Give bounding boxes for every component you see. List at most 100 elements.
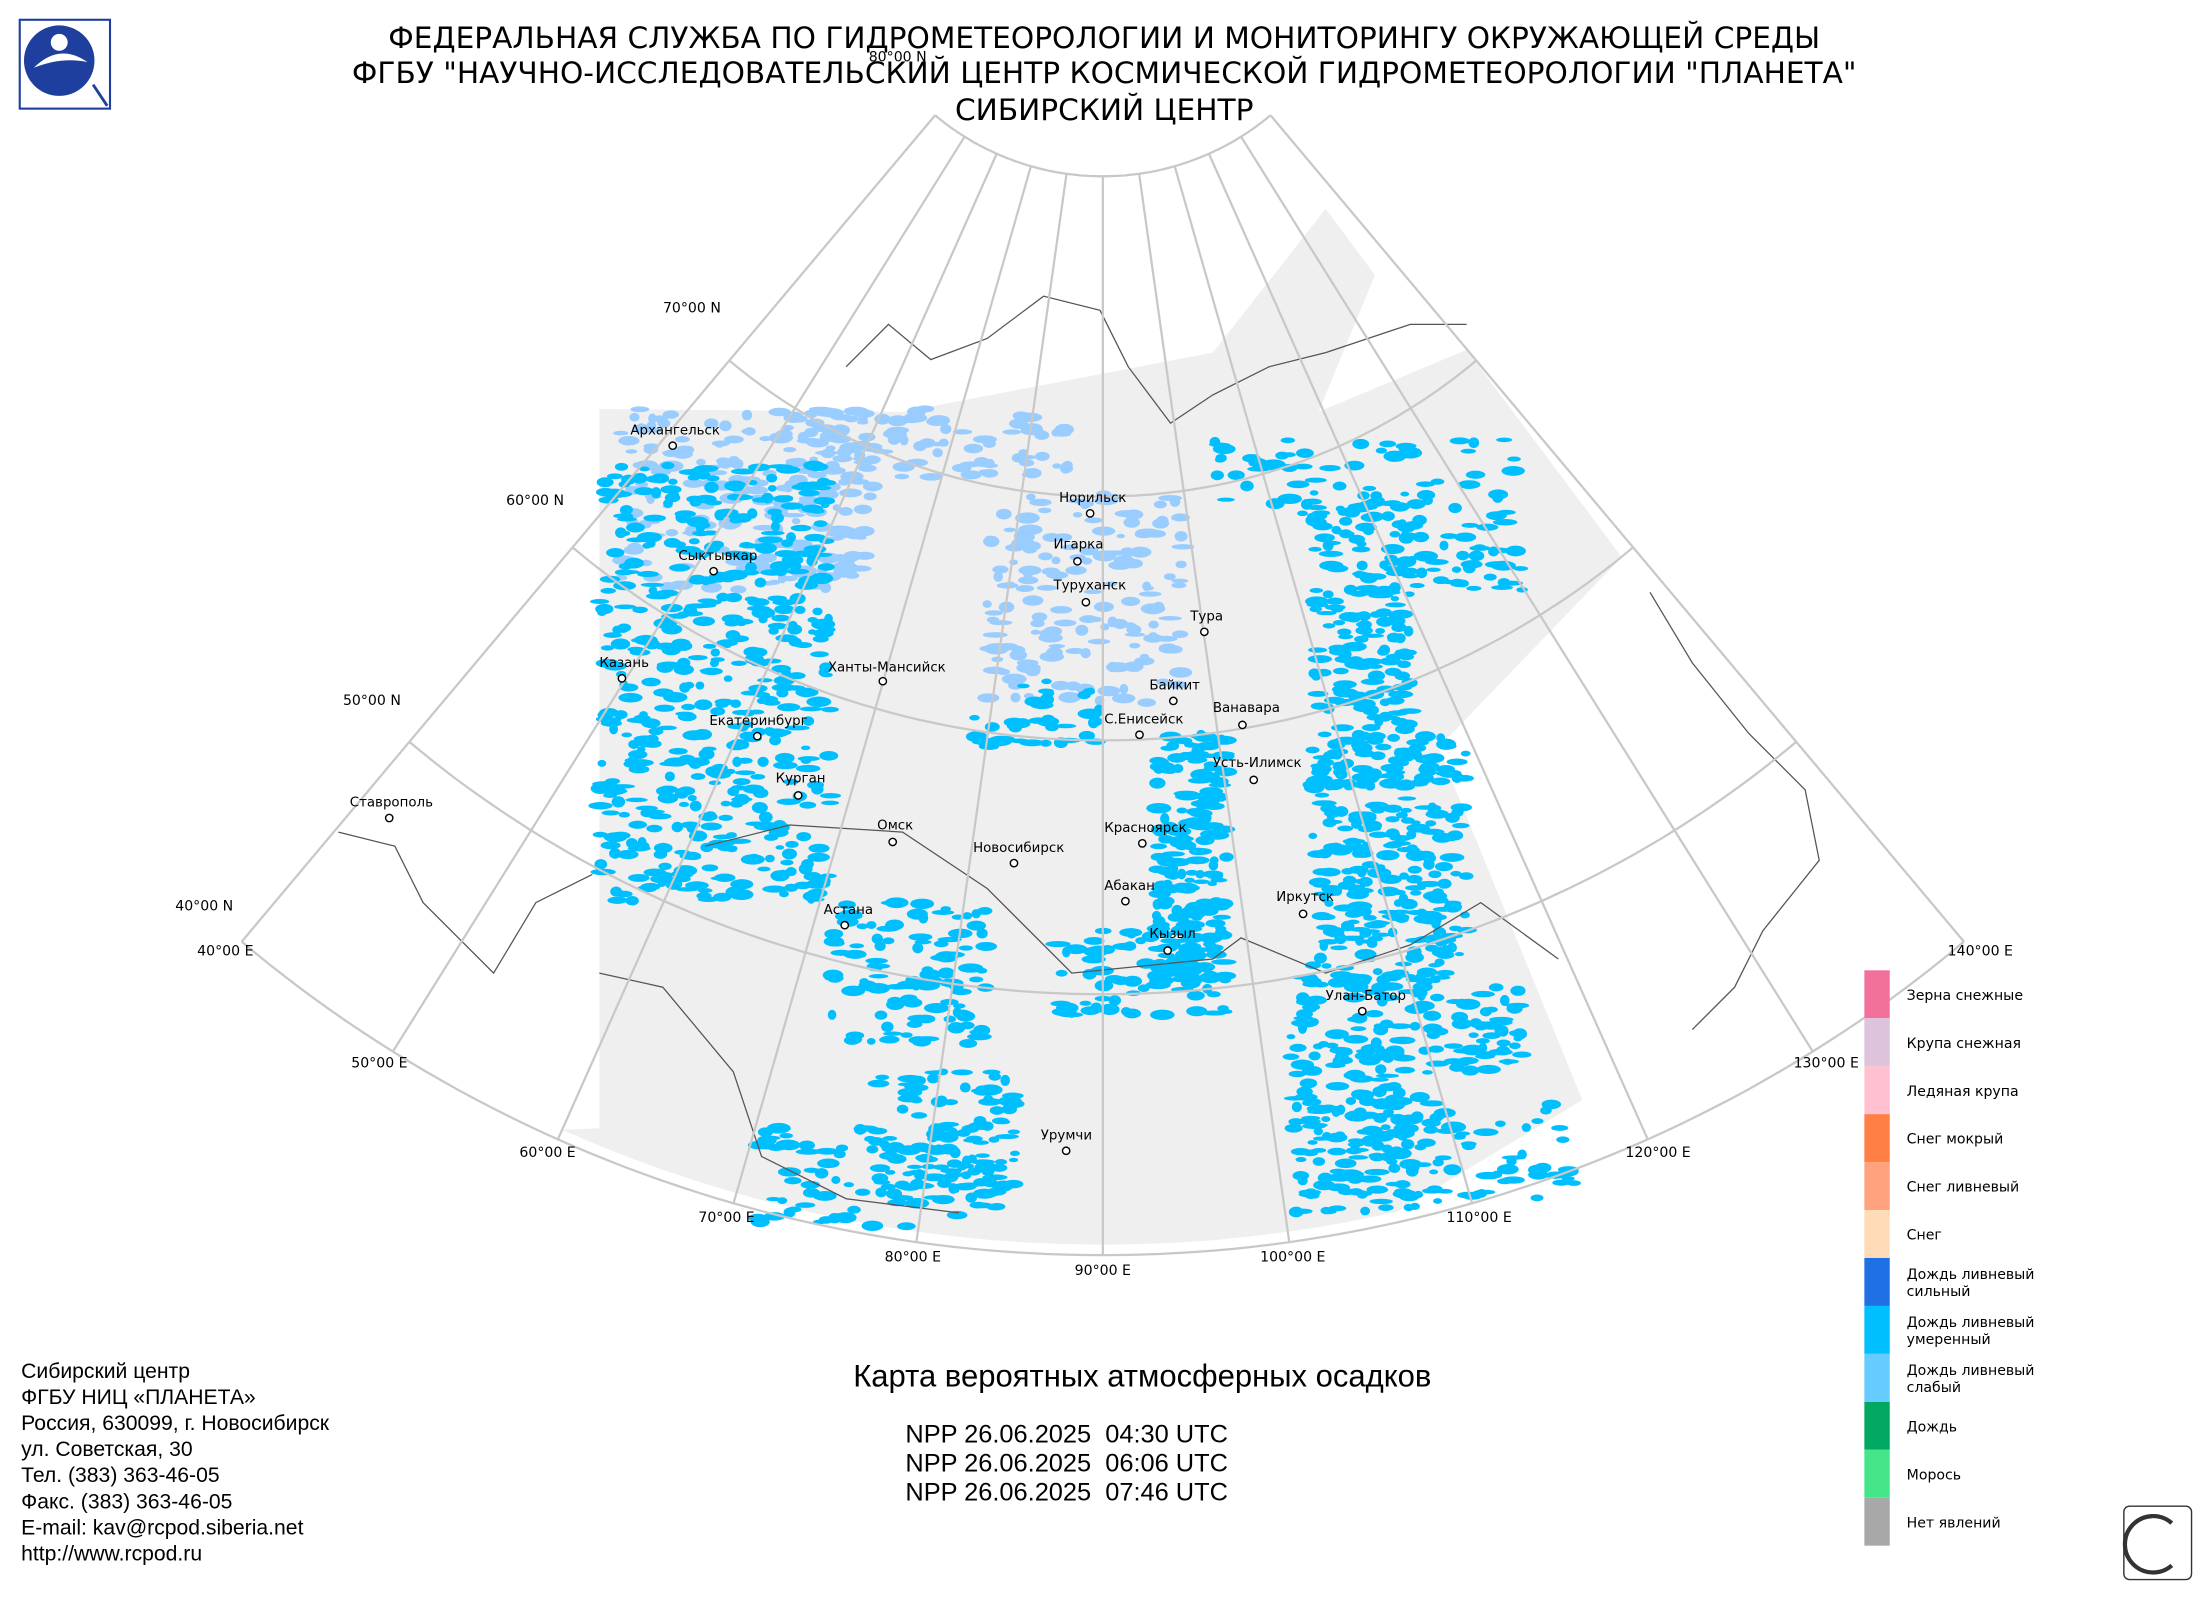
precip-cell bbox=[949, 1023, 963, 1031]
precip-cell bbox=[681, 703, 696, 711]
precip-cell bbox=[758, 811, 773, 823]
precip-cell bbox=[1483, 573, 1497, 581]
precip-cell bbox=[1540, 1106, 1552, 1115]
precip-cell bbox=[1331, 1105, 1341, 1117]
precip-cell bbox=[1302, 1123, 1327, 1129]
precip-cell bbox=[614, 604, 637, 610]
precip-cell bbox=[1354, 935, 1364, 946]
precip-cell bbox=[1357, 1175, 1382, 1183]
precip-cell bbox=[913, 441, 927, 452]
precip-cell bbox=[688, 538, 700, 545]
precip-cell bbox=[1072, 511, 1083, 518]
precip-cell bbox=[721, 464, 730, 469]
precip-cell bbox=[856, 420, 869, 425]
precip-cell bbox=[684, 681, 695, 689]
precip-cell bbox=[787, 672, 806, 680]
precip-cell bbox=[1460, 448, 1477, 454]
precip-cell bbox=[682, 730, 706, 741]
precip-cell bbox=[1419, 1100, 1445, 1107]
meridian bbox=[240, 114, 936, 943]
precip-cell bbox=[1370, 751, 1386, 761]
precip-cell bbox=[1056, 1002, 1079, 1014]
city-label: Норильск bbox=[1059, 491, 1126, 506]
precip-cell bbox=[1385, 696, 1405, 705]
precip-cell bbox=[626, 522, 645, 533]
precip-cell bbox=[751, 497, 770, 503]
legend-label: Ледяная крупа bbox=[1907, 1084, 2019, 1100]
precip-cell bbox=[1363, 820, 1383, 831]
precip-cell bbox=[882, 937, 895, 945]
precip-cell bbox=[1119, 683, 1129, 695]
precip-cell bbox=[785, 840, 799, 848]
precip-cell bbox=[1356, 1128, 1373, 1135]
precip-cell bbox=[1348, 865, 1369, 874]
precip-cell bbox=[918, 912, 929, 924]
precip-cell bbox=[959, 1082, 971, 1093]
precip-cell bbox=[1171, 578, 1189, 584]
precip-cell bbox=[605, 778, 621, 785]
precip-cell bbox=[1296, 448, 1314, 458]
precip-cell bbox=[637, 570, 660, 578]
precip-cell bbox=[1398, 447, 1421, 452]
precip-cell bbox=[784, 725, 810, 731]
latitude-label: 40°00 N bbox=[175, 899, 233, 915]
precip-cell bbox=[1184, 906, 1194, 914]
precip-cell bbox=[700, 667, 723, 675]
precip-cell bbox=[672, 449, 693, 459]
precip-cell bbox=[1364, 1168, 1390, 1176]
precip-cell bbox=[981, 1121, 994, 1131]
city-label: Омск bbox=[877, 818, 913, 833]
precip-cell bbox=[1378, 1083, 1398, 1092]
precip-cell bbox=[1038, 507, 1052, 514]
precip-cell bbox=[729, 516, 743, 524]
precip-cell bbox=[1034, 430, 1050, 441]
precip-cell bbox=[1488, 983, 1504, 992]
city-marker bbox=[840, 920, 850, 930]
precip-cell bbox=[1177, 868, 1187, 880]
precip-cell bbox=[1409, 583, 1425, 589]
precip-cell bbox=[614, 890, 633, 898]
precip-cell bbox=[657, 725, 677, 731]
precip-cell bbox=[1149, 777, 1166, 789]
precip-cell bbox=[1214, 971, 1237, 980]
precip-cell bbox=[1353, 878, 1373, 885]
precip-cell bbox=[838, 909, 863, 920]
precip-cell bbox=[781, 554, 804, 566]
legend: Зерна снежные Крупа снежная Ледяная крупа С… bbox=[1864, 970, 2034, 1546]
precip-cell bbox=[958, 945, 973, 951]
precip-cell bbox=[1337, 881, 1356, 890]
precip-cell bbox=[1001, 1092, 1024, 1100]
precip-cell bbox=[764, 727, 775, 733]
precip-cell bbox=[754, 577, 767, 588]
precip-cell bbox=[1189, 809, 1213, 818]
iso-arc bbox=[2122, 1513, 2174, 1575]
contact-line: Россия, 630099, г. Новосибирск bbox=[21, 1412, 330, 1435]
precip-cell bbox=[984, 722, 1000, 732]
precip-cell bbox=[1186, 990, 1205, 1001]
precip-cell bbox=[1177, 926, 1203, 933]
precip-cell bbox=[1428, 1045, 1444, 1053]
precip-cell bbox=[921, 966, 934, 974]
precip-cell bbox=[873, 1179, 891, 1185]
precip-cell bbox=[1347, 1142, 1364, 1147]
precip-cell bbox=[1018, 565, 1042, 575]
precip-cell bbox=[1498, 1025, 1509, 1037]
precip-cell bbox=[1416, 567, 1428, 579]
precip-cell bbox=[596, 477, 614, 488]
precip-cell bbox=[1001, 1103, 1018, 1115]
precip-cell bbox=[768, 627, 779, 635]
precip-cell bbox=[1510, 985, 1526, 996]
precip-cell bbox=[1417, 989, 1426, 1001]
logo-orbit bbox=[33, 53, 88, 68]
precip-cell bbox=[1422, 1070, 1433, 1075]
precip-cell bbox=[841, 985, 866, 997]
precip-cell bbox=[912, 942, 924, 954]
precip-cell bbox=[768, 407, 791, 417]
precip-cell bbox=[1120, 942, 1137, 951]
precip-cell bbox=[886, 1142, 905, 1152]
precip-cell bbox=[1099, 1003, 1120, 1015]
precip-cell bbox=[819, 793, 842, 799]
precip-cell bbox=[1191, 947, 1209, 953]
precip-cell bbox=[1501, 1176, 1525, 1184]
precip-cell bbox=[613, 430, 629, 436]
